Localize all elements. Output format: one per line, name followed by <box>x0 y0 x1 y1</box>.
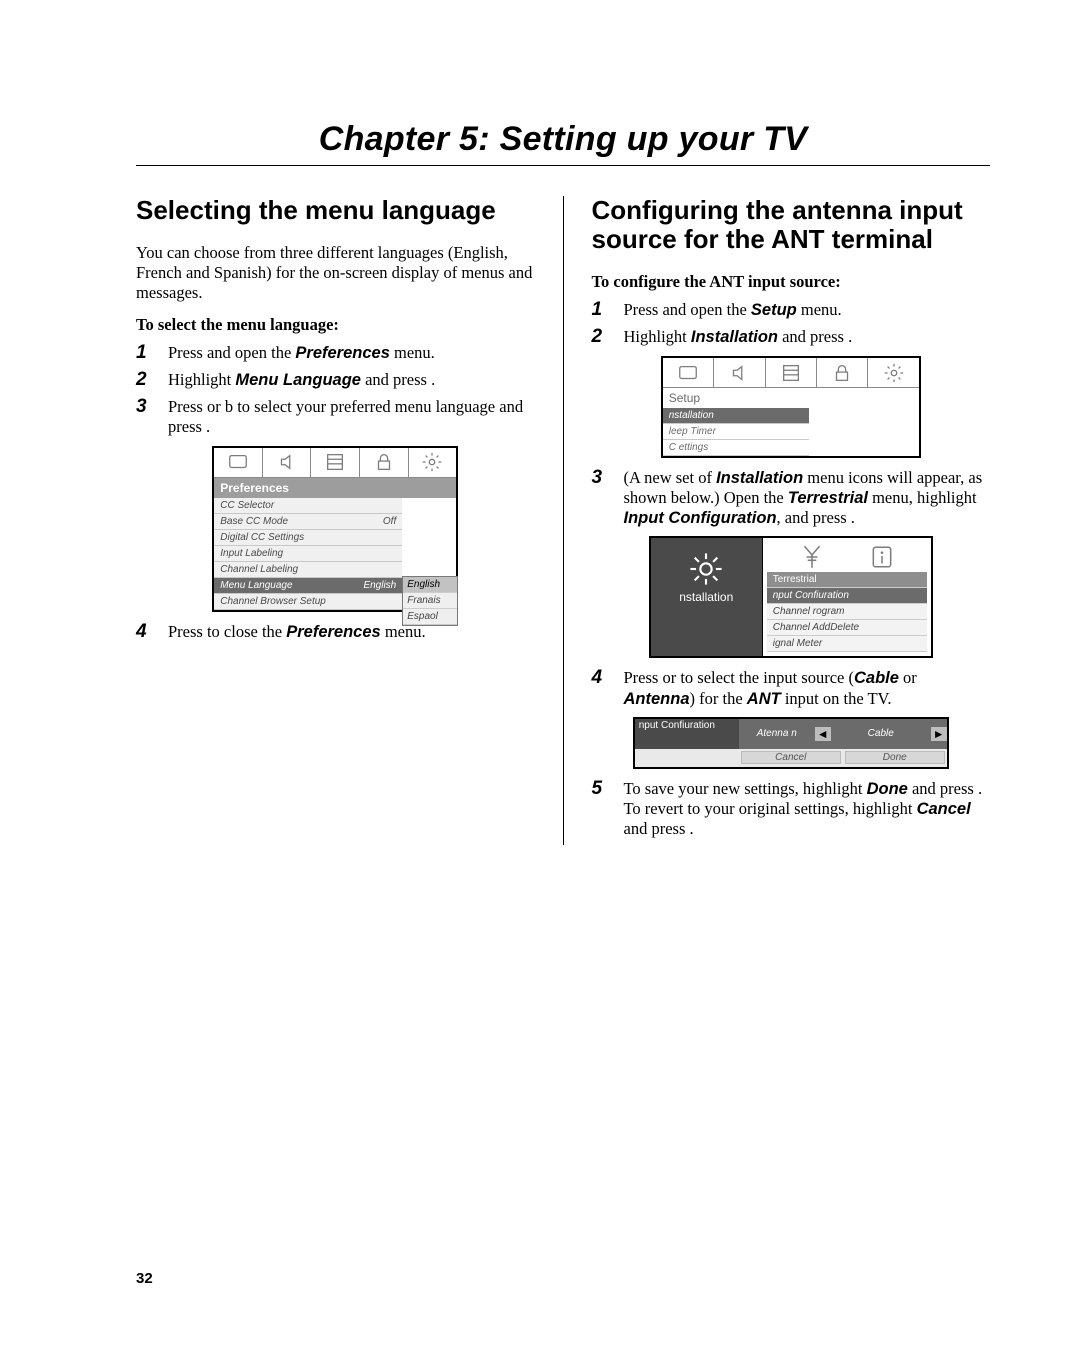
step-number: 4 <box>136 622 154 643</box>
arrow-right-icon: ► <box>931 727 947 741</box>
tab-setup-icon <box>868 358 918 387</box>
step-text: Highlight Installation and press . <box>624 327 853 348</box>
step-number: 2 <box>592 327 610 348</box>
right-column: Configuring the antenna input source for… <box>592 196 991 845</box>
installation-tile: nstallation <box>651 538 763 656</box>
menu-row: CC Selector <box>214 498 402 514</box>
step-text: (A new set of Installation menu icons wi… <box>624 468 991 528</box>
tab-row <box>663 358 919 388</box>
menu-row: Base CC ModeOff <box>214 514 402 530</box>
menu-row: leep Timer <box>663 424 809 440</box>
left-heading: Selecting the menu language <box>136 196 535 225</box>
step-number: 2 <box>136 370 154 391</box>
left-steps-cont: 4 Press to close the Preferences menu. <box>136 622 535 643</box>
menu-row: ignal Meter <box>767 636 927 652</box>
popup-option: Espaol <box>403 609 457 625</box>
right-heading: Configuring the antenna input source for… <box>592 196 991 254</box>
tab-setup-icon <box>409 448 457 477</box>
menu-row: Channel AddDelete <box>767 620 927 636</box>
info-icon <box>869 544 895 570</box>
step-number: 5 <box>592 779 610 839</box>
language-popup: English Franais Espaol <box>402 576 458 626</box>
step-text: Press or to select the input source (Cab… <box>624 668 991 708</box>
cancel-button: Cancel <box>741 751 841 764</box>
left-column: Selecting the menu language You can choo… <box>136 196 535 845</box>
ic-left-label: Atenna n <box>739 728 815 739</box>
preferences-menu-figure: Preferences CC Selector Base CC ModeOff … <box>212 446 458 612</box>
chapter-title: Chapter 5: Setting up your TV <box>136 120 990 159</box>
menu-row: Digital CC Settings <box>214 530 402 546</box>
step-number: 3 <box>136 397 154 437</box>
tab-apps-icon <box>311 448 360 477</box>
column-divider <box>563 196 564 845</box>
menu-row-selected: nstallation <box>663 408 809 424</box>
popup-option: Franais <box>403 593 457 609</box>
ic-right-label: Cable <box>831 728 931 739</box>
step-text: Press or b to select your preferred menu… <box>168 397 535 437</box>
left-intro: You can choose from three different lang… <box>136 243 535 303</box>
menu-row: C ettings <box>663 440 809 456</box>
step-number: 1 <box>592 300 610 321</box>
step-number: 4 <box>592 668 610 708</box>
step-number: 3 <box>592 468 610 528</box>
left-steps: 1 Press and open the Preferences menu. 2… <box>136 343 535 437</box>
menu-row-selected: nput Confiuration <box>767 588 927 604</box>
arrow-left-icon: ◄ <box>815 727 831 741</box>
tab-lock-icon <box>817 358 868 387</box>
step-text: Press and open the Preferences menu. <box>168 343 435 364</box>
menu-title: Setup <box>663 388 919 408</box>
menu-row: Input Labeling <box>214 546 402 562</box>
installation-label: nstallation <box>679 590 733 604</box>
setup-menu-figure: Setup nstallation leep Timer C ettings <box>661 356 921 458</box>
menu-row-selected: Menu LanguageEnglish <box>214 578 402 594</box>
menu-row: Channel rogram <box>767 604 927 620</box>
menu-row: Channel Labeling <box>214 562 402 578</box>
input-config-figure: nput Confiuration Atenna n ◄ Cable ► Can… <box>633 717 949 769</box>
step-number: 1 <box>136 343 154 364</box>
tab-audio-icon <box>263 448 312 477</box>
done-button: Done <box>845 751 945 764</box>
left-subhead: To select the menu language: <box>136 315 535 335</box>
ic-title: nput Confiuration <box>635 719 739 749</box>
tab-apps-icon <box>766 358 817 387</box>
tab-audio-icon <box>714 358 765 387</box>
tab-picture-icon <box>663 358 714 387</box>
step-text: To save your new settings, highlight Don… <box>624 779 991 839</box>
right-subhead: To configure the ANT input source: <box>592 272 991 292</box>
right-steps: 1 Press and open the Setup menu. 2 Highl… <box>592 300 991 348</box>
tab-picture-icon <box>214 448 263 477</box>
menu-title: Preferences <box>214 478 456 498</box>
step-text: Press to close the Preferences menu. <box>168 622 426 643</box>
step-text: Highlight Menu Language and press . <box>168 370 435 391</box>
antenna-icon <box>799 544 825 570</box>
step-text: Press and open the Setup menu. <box>624 300 842 321</box>
popup-option: English <box>403 577 457 593</box>
tab-lock-icon <box>360 448 409 477</box>
page-number: 32 <box>136 1270 153 1287</box>
menu-row: Channel Browser Setup <box>214 594 402 610</box>
tab-row <box>214 448 456 478</box>
chapter-rule <box>136 165 990 166</box>
installation-figure: nstallation Terrestrial nput Confiuratio… <box>649 536 933 658</box>
terrestrial-header: Terrestrial <box>767 572 927 588</box>
gear-icon <box>689 552 723 586</box>
